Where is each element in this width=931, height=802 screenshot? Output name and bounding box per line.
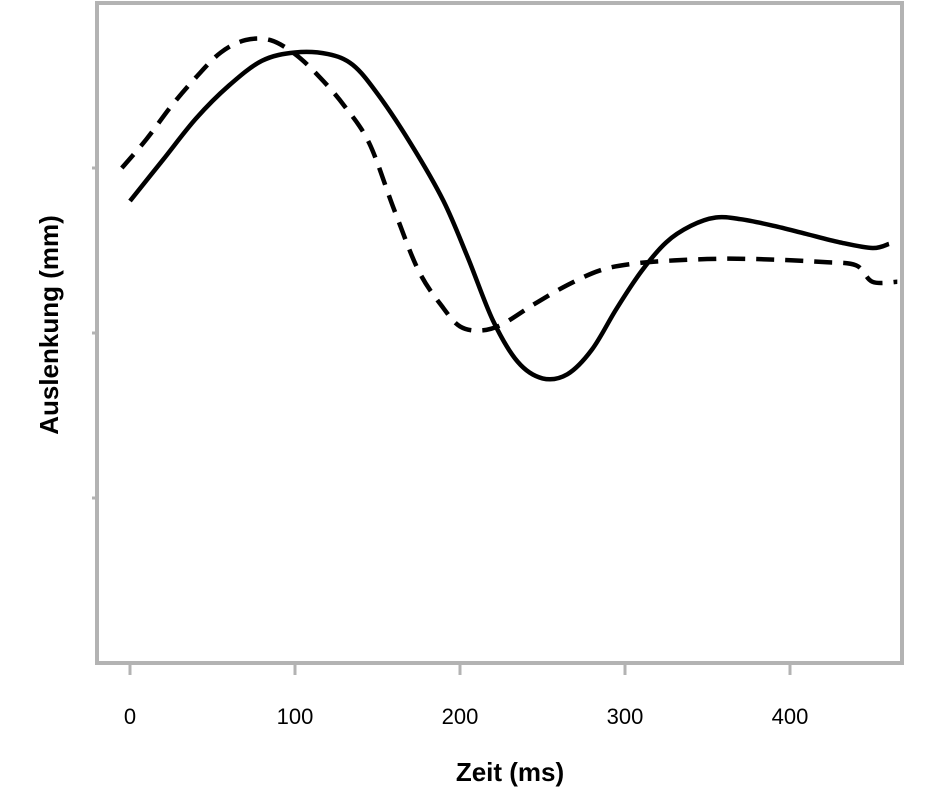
x-tick-label-0: 0 bbox=[124, 704, 136, 729]
x-tick-label-300: 300 bbox=[607, 704, 644, 729]
series-line-solid bbox=[128, 49, 890, 382]
x-axis-title: Zeit (ms) bbox=[456, 757, 564, 787]
y-axis-ticks bbox=[92, 166, 97, 500]
series-line-dashed bbox=[120, 36, 898, 333]
x-axis-tick-labels: 0 100 200 300 400 bbox=[124, 704, 808, 729]
series-layer bbox=[120, 36, 898, 382]
x-tick-label-100: 100 bbox=[277, 704, 314, 729]
x-axis-ticks bbox=[128, 663, 792, 675]
x-tick-label-400: 400 bbox=[772, 704, 809, 729]
x-tick-label-200: 200 bbox=[442, 704, 479, 729]
y-axis-title: Auslenkung (mm) bbox=[34, 215, 64, 435]
